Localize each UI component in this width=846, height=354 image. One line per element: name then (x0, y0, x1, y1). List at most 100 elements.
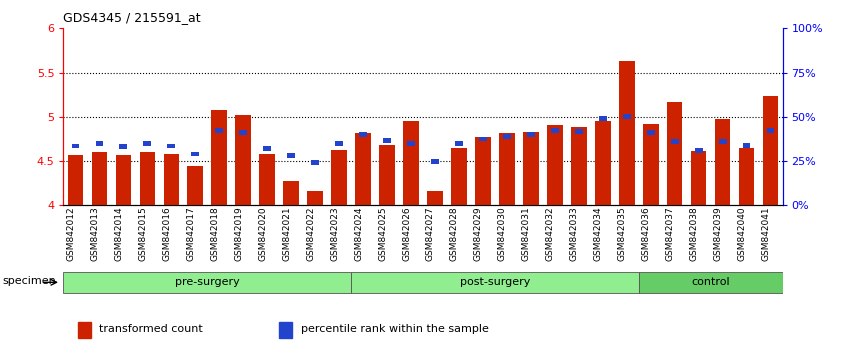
Bar (91, 152, 107, 205)
Text: GSM842018: GSM842018 (211, 207, 219, 262)
Bar (144, 141, 151, 146)
Bar (191, 152, 199, 156)
Bar (78, 322, 91, 338)
Bar (96, 141, 103, 146)
Bar (551, 128, 558, 132)
Bar (575, 130, 583, 134)
Bar (235, 115, 251, 205)
Text: post-surgery: post-surgery (459, 277, 530, 287)
Bar (451, 148, 467, 205)
Text: GSM842022: GSM842022 (306, 207, 315, 261)
Text: GSM842039: GSM842039 (714, 207, 722, 262)
Text: GSM842041: GSM842041 (761, 207, 771, 261)
Bar (479, 137, 486, 141)
Bar (499, 133, 514, 205)
Bar (283, 181, 299, 205)
Bar (168, 144, 175, 148)
Bar (667, 102, 683, 205)
Bar (332, 150, 347, 205)
Bar (547, 125, 563, 205)
Bar (695, 148, 702, 153)
Text: GSM842036: GSM842036 (642, 207, 651, 262)
Text: transformed count: transformed count (99, 324, 203, 334)
Text: GSM842024: GSM842024 (354, 207, 363, 261)
Bar (72, 144, 80, 148)
Bar (715, 119, 730, 205)
Text: GSM842030: GSM842030 (498, 207, 507, 262)
Bar (260, 154, 275, 205)
Text: GSM842029: GSM842029 (474, 207, 483, 261)
Bar (288, 153, 295, 158)
Text: GSM842027: GSM842027 (426, 207, 435, 261)
Bar (691, 152, 706, 205)
Bar (643, 124, 658, 205)
Text: GSM842035: GSM842035 (618, 207, 627, 262)
Bar (68, 155, 83, 205)
Text: GDS4345 / 215591_at: GDS4345 / 215591_at (63, 11, 201, 24)
Text: GSM842023: GSM842023 (330, 207, 339, 261)
Bar (216, 128, 223, 132)
Text: GSM842033: GSM842033 (570, 207, 579, 262)
Bar (140, 152, 155, 205)
Text: GSM842028: GSM842028 (450, 207, 459, 261)
Bar (503, 134, 511, 139)
Text: GSM842032: GSM842032 (546, 207, 555, 261)
Text: GSM842013: GSM842013 (91, 207, 99, 262)
FancyBboxPatch shape (351, 272, 639, 293)
Bar (307, 191, 323, 205)
Bar (595, 121, 611, 205)
Bar (119, 144, 127, 149)
Text: GSM842016: GSM842016 (162, 207, 171, 262)
Bar (163, 154, 179, 205)
Bar (571, 127, 586, 205)
Text: GSM842014: GSM842014 (114, 207, 124, 261)
Bar (212, 110, 227, 205)
Bar (279, 322, 292, 338)
Text: GSM842015: GSM842015 (139, 207, 147, 262)
Text: GSM842020: GSM842020 (258, 207, 267, 261)
Bar (523, 132, 539, 205)
Bar (431, 159, 439, 164)
Bar (188, 166, 203, 205)
Bar (263, 146, 271, 151)
Text: GSM842025: GSM842025 (378, 207, 387, 261)
Text: GSM842038: GSM842038 (689, 207, 699, 262)
Bar (475, 137, 491, 205)
Bar (763, 96, 778, 205)
Bar (379, 145, 395, 205)
Text: GSM842037: GSM842037 (666, 207, 675, 262)
Bar (116, 155, 131, 205)
Text: GSM842012: GSM842012 (67, 207, 75, 261)
Bar (455, 141, 463, 146)
Bar (739, 148, 755, 205)
Bar (599, 116, 607, 121)
Bar (619, 61, 634, 205)
Bar (743, 143, 750, 148)
Text: specimen: specimen (3, 275, 57, 286)
Bar (355, 133, 371, 205)
Bar (719, 139, 727, 144)
FancyBboxPatch shape (63, 272, 351, 293)
Bar (383, 138, 391, 143)
Bar (623, 114, 630, 119)
Bar (239, 130, 247, 135)
Bar (527, 132, 535, 137)
Text: GSM842026: GSM842026 (402, 207, 411, 261)
Bar (766, 128, 774, 132)
Bar (407, 141, 415, 146)
Text: GSM842019: GSM842019 (234, 207, 244, 262)
Bar (311, 160, 319, 165)
Bar (360, 132, 367, 137)
Bar (427, 191, 442, 205)
Text: GSM842031: GSM842031 (522, 207, 531, 262)
Bar (404, 121, 419, 205)
Text: GSM842017: GSM842017 (186, 207, 195, 262)
FancyBboxPatch shape (639, 272, 783, 293)
Bar (335, 141, 343, 146)
Text: control: control (691, 277, 730, 287)
Text: pre-surgery: pre-surgery (175, 277, 239, 287)
Text: GSM842021: GSM842021 (283, 207, 291, 261)
Text: GSM842040: GSM842040 (738, 207, 747, 261)
Bar (647, 130, 655, 135)
Bar (671, 139, 678, 144)
